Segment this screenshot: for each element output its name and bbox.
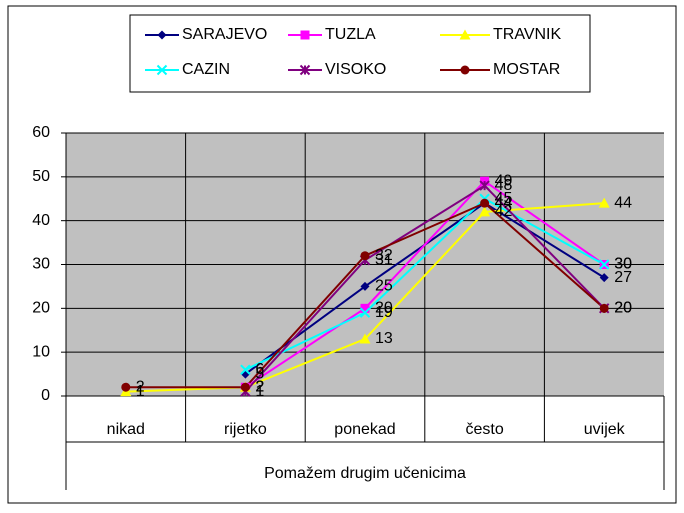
marker [121,382,131,392]
y-tick-label: 50 [32,168,50,185]
marker [480,198,490,208]
data-label: 45 [495,190,513,207]
data-label: 2 [136,378,145,395]
data-label: 20 [614,300,632,317]
series-line [244,184,605,393]
data-label: 27 [614,269,632,286]
legend-label: TUZLA [325,26,376,43]
data-label: 44 [495,194,513,211]
data-label: 6 [255,361,264,378]
data-label: 1 [255,383,264,400]
data-label: 5 [255,365,264,382]
data-label: 20 [375,300,393,317]
marker [598,259,610,270]
data-label: 49 [495,172,513,189]
series-line [244,179,605,389]
x-tick-label: uvijek [584,421,626,438]
data-label: 42 [495,203,513,220]
y-tick-label: 0 [41,387,50,404]
y-tick-label: 10 [32,343,50,360]
legend-label: TRAVNIK [493,26,561,43]
legend-label: SARAJEVO [182,26,267,43]
marker [240,382,250,392]
data-label: 1 [136,383,145,400]
data-label: 32 [375,247,393,264]
x-axis-title: Pomažem drugim učenicima [264,465,466,482]
marker [360,281,370,291]
data-label: 30 [614,256,632,273]
data-label: 48 [495,177,513,194]
data-label: 44 [495,194,513,211]
marker [240,364,251,375]
marker [359,307,371,318]
data-label: 30 [614,256,632,273]
data-label: 2 [255,378,264,395]
marker [479,180,490,191]
marker [599,303,609,313]
marker [300,30,310,40]
x-tick-label: nikad [107,421,145,438]
x-tick-label: često [465,421,503,438]
marker [360,251,370,261]
data-label: 31 [375,251,393,268]
marker [156,64,168,76]
y-tick-label: 30 [32,256,50,273]
data-label: 2 [255,378,264,395]
marker [479,206,491,217]
legend-box [129,14,591,93]
legend-label: CAZIN [182,61,230,78]
x-tick-label: rijetko [224,421,267,438]
legend-label: VISOKO [325,61,386,78]
marker [459,29,471,40]
y-tick-label: 60 [32,124,50,141]
marker [460,65,470,75]
marker [598,197,610,208]
marker [359,333,371,344]
data-label: 19 [375,304,393,321]
marker [299,64,311,76]
marker [157,30,167,40]
data-label: 2 [255,378,264,395]
legend-label: MOSTAR [493,61,560,78]
y-tick-label: 40 [32,212,50,229]
data-label: 13 [375,330,393,347]
marker [599,273,609,283]
data-label: 44 [614,194,632,211]
data-label: 25 [375,278,393,295]
x-tick-label: ponekad [334,421,395,438]
data-label: 20 [614,300,632,317]
y-tick-label: 20 [32,300,50,317]
marker [360,303,370,313]
series-line [244,197,605,371]
